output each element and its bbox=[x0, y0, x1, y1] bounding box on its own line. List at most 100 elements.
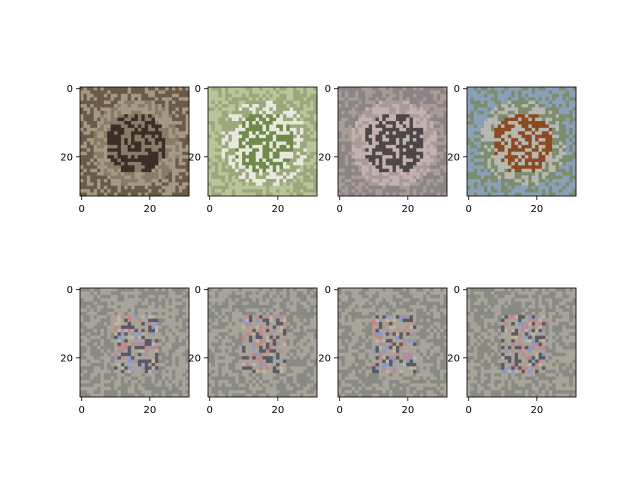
image-pixel bbox=[528, 186, 532, 190]
image-pixel bbox=[172, 148, 176, 152]
image-pixel bbox=[155, 121, 159, 125]
image-pixel bbox=[375, 101, 379, 105]
image-pixel bbox=[297, 135, 301, 139]
image-pixel bbox=[549, 172, 553, 176]
image-pixel bbox=[293, 145, 297, 149]
image-pixel bbox=[399, 169, 403, 173]
image-pixel bbox=[114, 373, 118, 377]
image-pixel bbox=[145, 295, 149, 299]
y-tick-label: 20 bbox=[188, 152, 201, 163]
image-pixel bbox=[158, 322, 162, 326]
image-pixel bbox=[365, 114, 369, 118]
image-pixel bbox=[124, 145, 128, 149]
image-pixel bbox=[124, 288, 128, 292]
image-pixel bbox=[228, 148, 232, 152]
image-pixel bbox=[208, 107, 212, 111]
image-pixel bbox=[165, 169, 169, 173]
image-pixel bbox=[293, 87, 297, 91]
image-pixel bbox=[273, 152, 277, 156]
image-pixel bbox=[535, 172, 539, 176]
image-pixel bbox=[358, 145, 362, 149]
image-pixel bbox=[128, 152, 132, 156]
image-pixel bbox=[145, 315, 149, 319]
image-pixel bbox=[310, 142, 314, 146]
image-pixel bbox=[487, 152, 491, 156]
image-pixel bbox=[556, 159, 560, 163]
image-pixel bbox=[348, 135, 352, 139]
image-pixel bbox=[379, 97, 383, 101]
image-pixel bbox=[393, 101, 397, 105]
image-pixel bbox=[338, 128, 342, 132]
image-pixel bbox=[83, 169, 87, 173]
image-pixel bbox=[83, 162, 87, 166]
image-pixel bbox=[104, 360, 108, 364]
x-tick-label: 0 bbox=[466, 204, 472, 215]
image-pixel bbox=[114, 312, 118, 316]
image-pixel bbox=[410, 131, 414, 135]
image-pixel bbox=[433, 97, 437, 101]
image-pixel bbox=[182, 356, 186, 360]
image-pixel bbox=[172, 131, 176, 135]
image-pixel bbox=[348, 142, 352, 146]
image-pixel bbox=[562, 107, 566, 111]
image-pixel bbox=[235, 107, 239, 111]
image-pixel bbox=[263, 172, 267, 176]
image-pixel bbox=[107, 343, 111, 347]
image-pixel bbox=[114, 377, 118, 381]
image-pixel bbox=[528, 152, 532, 156]
image-pixel bbox=[169, 186, 173, 190]
image-pixel bbox=[345, 145, 349, 149]
image-pixel bbox=[423, 107, 427, 111]
image-pixel bbox=[440, 101, 444, 105]
image-pixel bbox=[104, 159, 108, 163]
image-pixel bbox=[470, 186, 474, 190]
image-pixel bbox=[100, 111, 104, 115]
image-pixel bbox=[232, 104, 236, 108]
y-tick-label: 20 bbox=[447, 152, 460, 163]
image-pixel bbox=[290, 145, 294, 149]
image-pixel bbox=[211, 142, 215, 146]
image-pixel bbox=[179, 169, 183, 173]
image-pixel bbox=[545, 135, 549, 139]
image-pixel bbox=[172, 346, 176, 350]
image-pixel bbox=[97, 135, 101, 139]
image-pixel bbox=[249, 165, 253, 169]
image-pixel bbox=[382, 189, 386, 193]
image-pixel bbox=[300, 111, 304, 115]
image-pixel bbox=[569, 186, 573, 190]
image-pixel bbox=[382, 131, 386, 135]
image-pixel bbox=[266, 159, 270, 163]
image-pixel bbox=[218, 186, 222, 190]
image-pixel bbox=[549, 176, 553, 180]
image-pixel bbox=[249, 169, 253, 173]
image-pixel bbox=[158, 142, 162, 146]
image-pixel bbox=[532, 131, 536, 135]
image-pixel bbox=[273, 131, 277, 135]
image-pixel bbox=[481, 114, 485, 118]
image-pixel bbox=[498, 118, 502, 122]
image-pixel bbox=[511, 152, 515, 156]
image-pixel bbox=[87, 186, 91, 190]
image-pixel bbox=[382, 142, 386, 146]
image-pixel bbox=[211, 162, 215, 166]
image-pixel bbox=[552, 189, 556, 193]
image-pixel bbox=[386, 90, 390, 94]
image-pixel bbox=[107, 152, 111, 156]
image-pixel bbox=[539, 97, 543, 101]
image-pixel bbox=[128, 332, 132, 336]
image-pixel bbox=[413, 169, 417, 173]
image-pixel bbox=[107, 373, 111, 377]
image-pixel bbox=[396, 124, 400, 128]
image-pixel bbox=[286, 159, 290, 163]
image-pixel bbox=[430, 87, 434, 91]
image-pixel bbox=[87, 356, 91, 360]
image-pixel bbox=[245, 124, 249, 128]
image-pixel bbox=[511, 124, 515, 128]
image-pixel bbox=[283, 97, 287, 101]
image-pixel bbox=[179, 145, 183, 149]
image-pixel bbox=[501, 162, 505, 166]
image-pixel bbox=[114, 186, 118, 190]
image-pixel bbox=[158, 288, 162, 292]
image-pixel bbox=[508, 118, 512, 122]
image-pixel bbox=[484, 138, 488, 142]
